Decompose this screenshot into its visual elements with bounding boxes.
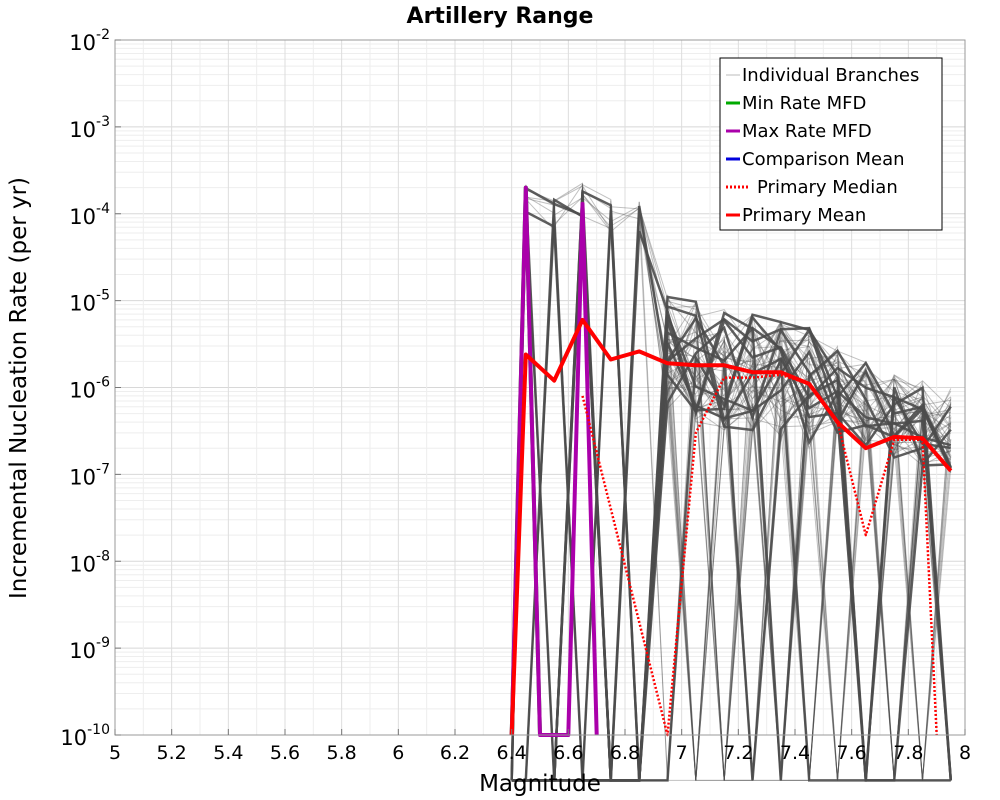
x-tick-label: 5 <box>109 742 121 764</box>
x-tick-label: 7.8 <box>893 742 923 764</box>
legend-label: Individual Branches <box>742 65 919 86</box>
legend: Individual Branches Min Rate MFD Max Rate … <box>719 57 943 231</box>
y-tick-label: 10-5 <box>69 288 110 316</box>
branch-line <box>511 220 951 781</box>
legend-label: Primary Mean <box>742 205 866 226</box>
legend-label: Max Rate MFD <box>742 121 872 142</box>
x-tick-label: 5.8 <box>327 742 357 764</box>
y-tick-label: 10-8 <box>69 548 110 576</box>
x-tick-label: 8 <box>959 742 971 764</box>
series-primary-median <box>581 373 938 737</box>
x-tick-label: 5.2 <box>157 742 187 764</box>
x-axis-label: Magnitude <box>479 771 601 797</box>
legend-label: Comparison Mean <box>742 149 905 170</box>
legend-label: Primary Median <box>757 177 898 198</box>
y-axis-label: Incremental Nucleation Rate (per yr) <box>6 177 32 599</box>
y-tick-label: 10-9 <box>69 635 110 663</box>
branch-line <box>511 232 952 781</box>
y-tick-label: 10-10 <box>60 722 110 750</box>
legend-box <box>719 57 943 231</box>
series-primary-mean <box>509 317 953 736</box>
y-tick-label: 10-7 <box>69 461 110 489</box>
x-tick-label: 7.4 <box>780 742 810 764</box>
x-tick-label: 7.6 <box>837 742 867 764</box>
y-tick-label: 10-2 <box>69 27 110 55</box>
y-tick-label: 10-4 <box>69 201 110 229</box>
branch-line <box>511 304 952 782</box>
x-axis: 5 5.2 5.4 5.6 5.8 6 6.2 6.4 6.6 6.8 7 7.2 7.4 7.6 7.8 8 <box>109 729 971 764</box>
branch-line <box>511 212 952 781</box>
x-tick-label: 5.4 <box>213 742 243 764</box>
legend-label: Min Rate MFD <box>742 93 866 114</box>
x-tick-label: 7 <box>676 742 688 764</box>
branch-line <box>511 189 952 782</box>
branch-line <box>511 196 951 781</box>
branch-line <box>511 192 952 781</box>
x-tick-label: 5.6 <box>270 742 300 764</box>
chart-title: Artillery Range <box>407 4 594 29</box>
branch-line <box>511 201 952 781</box>
y-tick-label: 10-3 <box>69 114 110 142</box>
x-tick-label: 7.2 <box>723 742 753 764</box>
x-tick-label: 6.2 <box>440 742 470 764</box>
x-tick-label: 6 <box>392 742 404 764</box>
x-tick-label: 6.4 <box>497 742 527 764</box>
x-tick-label: 6.8 <box>610 742 640 764</box>
y-tick-label: 10-6 <box>69 375 110 403</box>
branch-line <box>510 186 952 782</box>
x-tick-label: 6.6 <box>553 742 583 764</box>
y-axis: 10-2 10-3 10-4 10-5 10-6 10-7 10-8 10-9 10-10 <box>60 27 121 750</box>
